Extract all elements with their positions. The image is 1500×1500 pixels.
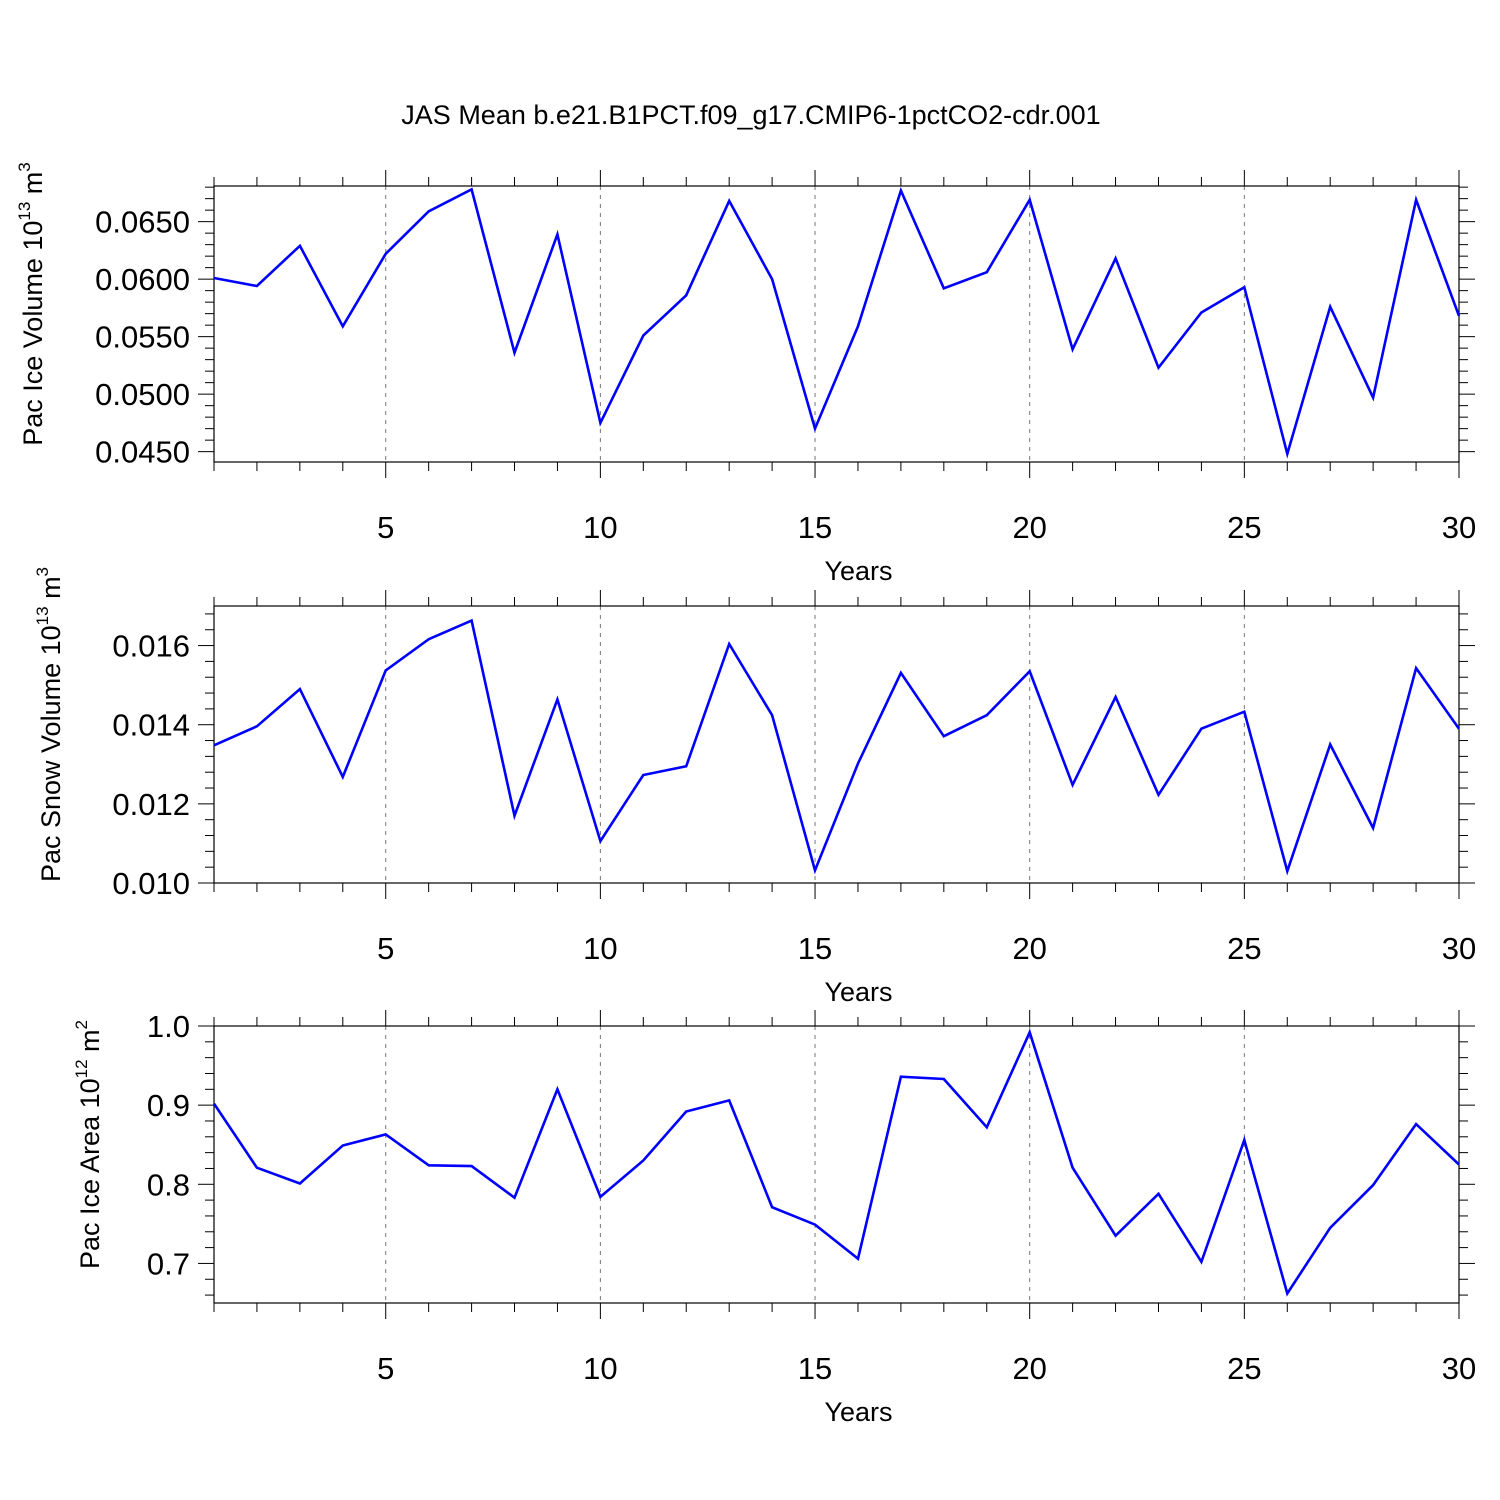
y-axis-label: Pac Ice Volume 1013 m3 xyxy=(15,162,48,446)
x-tick-label: 5 xyxy=(377,1351,394,1386)
x-axis-label: Years xyxy=(824,556,892,586)
y-axis-label-unit: m xyxy=(18,172,48,202)
y-tick-label: 0.0550 xyxy=(95,320,190,355)
x-tick-label: 25 xyxy=(1227,1351,1261,1386)
x-tick-label: 15 xyxy=(798,510,832,545)
x-tick-label: 5 xyxy=(377,931,394,966)
y-tick-label: 0.014 xyxy=(112,708,190,743)
series-line xyxy=(212,1028,1460,1297)
x-axis-label: Years xyxy=(824,977,892,1007)
x-axis-label: Years xyxy=(824,1397,892,1427)
y-tick-label: 0.8 xyxy=(147,1167,190,1202)
y-tick-label: 0.0600 xyxy=(95,262,190,297)
x-tick-label: 15 xyxy=(798,1351,832,1386)
plot-frame xyxy=(213,185,1460,463)
y-axis-label-unit: m xyxy=(75,1029,105,1059)
series-line xyxy=(213,186,1461,459)
x-tick-label: 15 xyxy=(798,931,832,966)
x-tick-label: 20 xyxy=(1012,931,1046,966)
x-tick-label: 25 xyxy=(1227,510,1261,545)
y-axis-label-unit-exponent: 3 xyxy=(33,567,52,576)
x-tick-label: 30 xyxy=(1442,931,1476,966)
x-tick-label: 10 xyxy=(583,1351,617,1386)
x-tick-label: 5 xyxy=(377,510,394,545)
figure-title: JAS Mean b.e21.B1PCT.f09_g17.CMIP6-1pctC… xyxy=(401,100,1100,130)
x-tick-label: 30 xyxy=(1442,510,1476,545)
y-axis-label-exponent: 13 xyxy=(33,606,52,625)
y-tick-label: 0.010 xyxy=(112,866,190,901)
x-tick-label: 20 xyxy=(1012,1351,1046,1386)
y-tick-label: 0.0500 xyxy=(95,377,190,412)
y-tick-label: 1.0 xyxy=(147,1009,190,1044)
y-tick-label: 0.7 xyxy=(147,1246,190,1281)
panel-2: 0.010 0.012 0.014 0.016 5 10 15 20 25 30 Years Pac … xyxy=(33,567,1476,1007)
panel-1: 0.0450 0.0500 0.0550 0.0600 0.0650 5 10 15 20 25 3… xyxy=(15,162,1476,586)
y-axis-label-unit-exponent: 3 xyxy=(15,162,34,171)
panel-3: 0.7 0.8 0.9 1.0 5 10 15 20 25 30 Years Pac Ice Area… xyxy=(72,1009,1476,1427)
y-tick-label: 0.012 xyxy=(112,787,190,822)
y-axis-label-unit: m xyxy=(36,576,66,606)
x-tick-label: 10 xyxy=(583,510,617,545)
x-tick-label: 20 xyxy=(1012,510,1046,545)
y-tick-label: 0.9 xyxy=(147,1088,190,1123)
y-tick-label: 0.0450 xyxy=(95,435,190,470)
y-axis-label-text: Pac Ice Volume 10 xyxy=(18,221,48,446)
x-tick-label: 25 xyxy=(1227,931,1261,966)
y-axis-label-exponent: 13 xyxy=(15,202,34,221)
x-tick-label: 10 xyxy=(583,931,617,966)
x-tick-label: 30 xyxy=(1442,1351,1476,1386)
y-axis-label-exponent: 12 xyxy=(72,1059,91,1078)
series-line xyxy=(213,618,1461,876)
y-axis-label: Pac Ice Area 1012 m2 xyxy=(72,1020,105,1269)
y-axis-label-unit-exponent: 2 xyxy=(72,1020,91,1029)
y-axis-label: Pac Snow Volume 1013 m3 xyxy=(33,567,66,882)
y-axis-label-text: Pac Snow Volume 10 xyxy=(36,625,66,882)
y-axis-label-text: Pac Ice Area 10 xyxy=(75,1078,105,1269)
y-tick-label: 0.016 xyxy=(112,629,190,664)
y-tick-label: 0.0650 xyxy=(95,205,190,240)
